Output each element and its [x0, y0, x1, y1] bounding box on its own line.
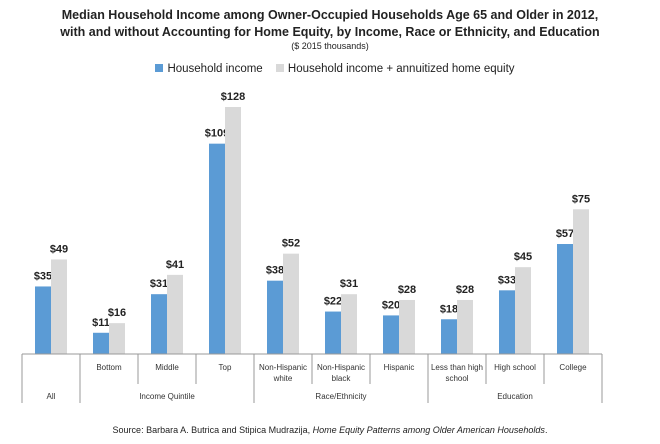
- tick-label: school: [445, 374, 468, 383]
- bar-equity: [109, 323, 125, 354]
- bar-income: [383, 315, 399, 354]
- tick-label: black: [332, 374, 352, 383]
- data-label: $18: [440, 303, 458, 315]
- bar-equity: [283, 253, 299, 354]
- group-label: Race/Ethnicity: [315, 392, 366, 401]
- tick-label: Bottom: [96, 363, 122, 372]
- tick-label: Top: [219, 363, 232, 372]
- data-label: $16: [108, 307, 126, 319]
- data-label: $49: [50, 243, 68, 255]
- group-label: Income Quintile: [139, 392, 195, 401]
- bar-equity: [341, 294, 357, 354]
- legend-label-income: Household income: [167, 63, 263, 75]
- bar-equity: [167, 274, 183, 354]
- bar-income: [325, 311, 341, 354]
- source-note: Source: Barbara A. Butrica and Stipica M…: [0, 425, 660, 435]
- tick-label: Less than high: [431, 363, 483, 372]
- data-label: $20: [382, 299, 400, 311]
- tick-label: College: [559, 363, 587, 372]
- source-prefix: Source: Barbara A. Butrica and Stipica M…: [112, 425, 313, 435]
- legend-swatch-equity: [275, 64, 284, 72]
- tick-label: Hispanic: [384, 363, 415, 372]
- legend-swatch-income: [155, 64, 164, 72]
- source-suffix: .: [544, 425, 548, 435]
- bar-income: [499, 290, 515, 354]
- data-label: $75: [572, 193, 590, 205]
- bar-equity: [573, 209, 589, 354]
- data-label: $41: [166, 259, 184, 271]
- group-label: All: [47, 392, 56, 401]
- chart-title-line1: Median Household Income among Owner-Occu…: [61, 8, 599, 22]
- group-label: Education: [497, 392, 533, 401]
- bar-equity: [515, 267, 531, 354]
- bar-income: [557, 244, 573, 354]
- bar-income: [35, 286, 51, 354]
- bar-equity: [225, 107, 241, 354]
- data-label: $38: [266, 265, 284, 277]
- tick-label: High school: [494, 363, 536, 372]
- data-label: $52: [282, 238, 300, 250]
- data-label: $57: [556, 228, 574, 240]
- legend-label-equity: Household income + annuitized home equit…: [287, 63, 515, 75]
- data-label: $28: [398, 284, 416, 296]
- data-label: $28: [456, 284, 474, 296]
- bar-equity: [51, 259, 67, 354]
- bar-income: [209, 143, 225, 354]
- bar-equity: [457, 299, 473, 354]
- data-label: $45: [514, 251, 532, 263]
- tick-label: Non-Hispanic: [317, 363, 365, 372]
- legend: Household income Household income + annu…: [0, 63, 660, 75]
- bar-income: [93, 332, 109, 354]
- chart-subtitle: ($ 2015 thousands): [291, 41, 369, 51]
- bar-income: [441, 319, 457, 354]
- bar-income: [267, 280, 283, 354]
- data-label: $31: [340, 278, 358, 290]
- bar-equity: [399, 299, 415, 354]
- data-label: $11: [92, 317, 110, 329]
- bar-income: [151, 294, 167, 354]
- data-label: $22: [324, 296, 342, 308]
- tick-label: Non-Hispanic: [259, 363, 307, 372]
- chart-title-line2: with and without Accounting for Home Equ…: [60, 25, 600, 39]
- tick-label: Middle: [155, 363, 179, 372]
- data-label: $109: [205, 128, 229, 140]
- source-title: Home Equity Patterns among Older America…: [312, 425, 545, 435]
- data-label: $128: [221, 91, 245, 103]
- tick-label: white: [273, 374, 293, 383]
- data-label: $33: [498, 274, 516, 286]
- data-label: $31: [150, 278, 168, 290]
- data-label: $35: [34, 270, 52, 282]
